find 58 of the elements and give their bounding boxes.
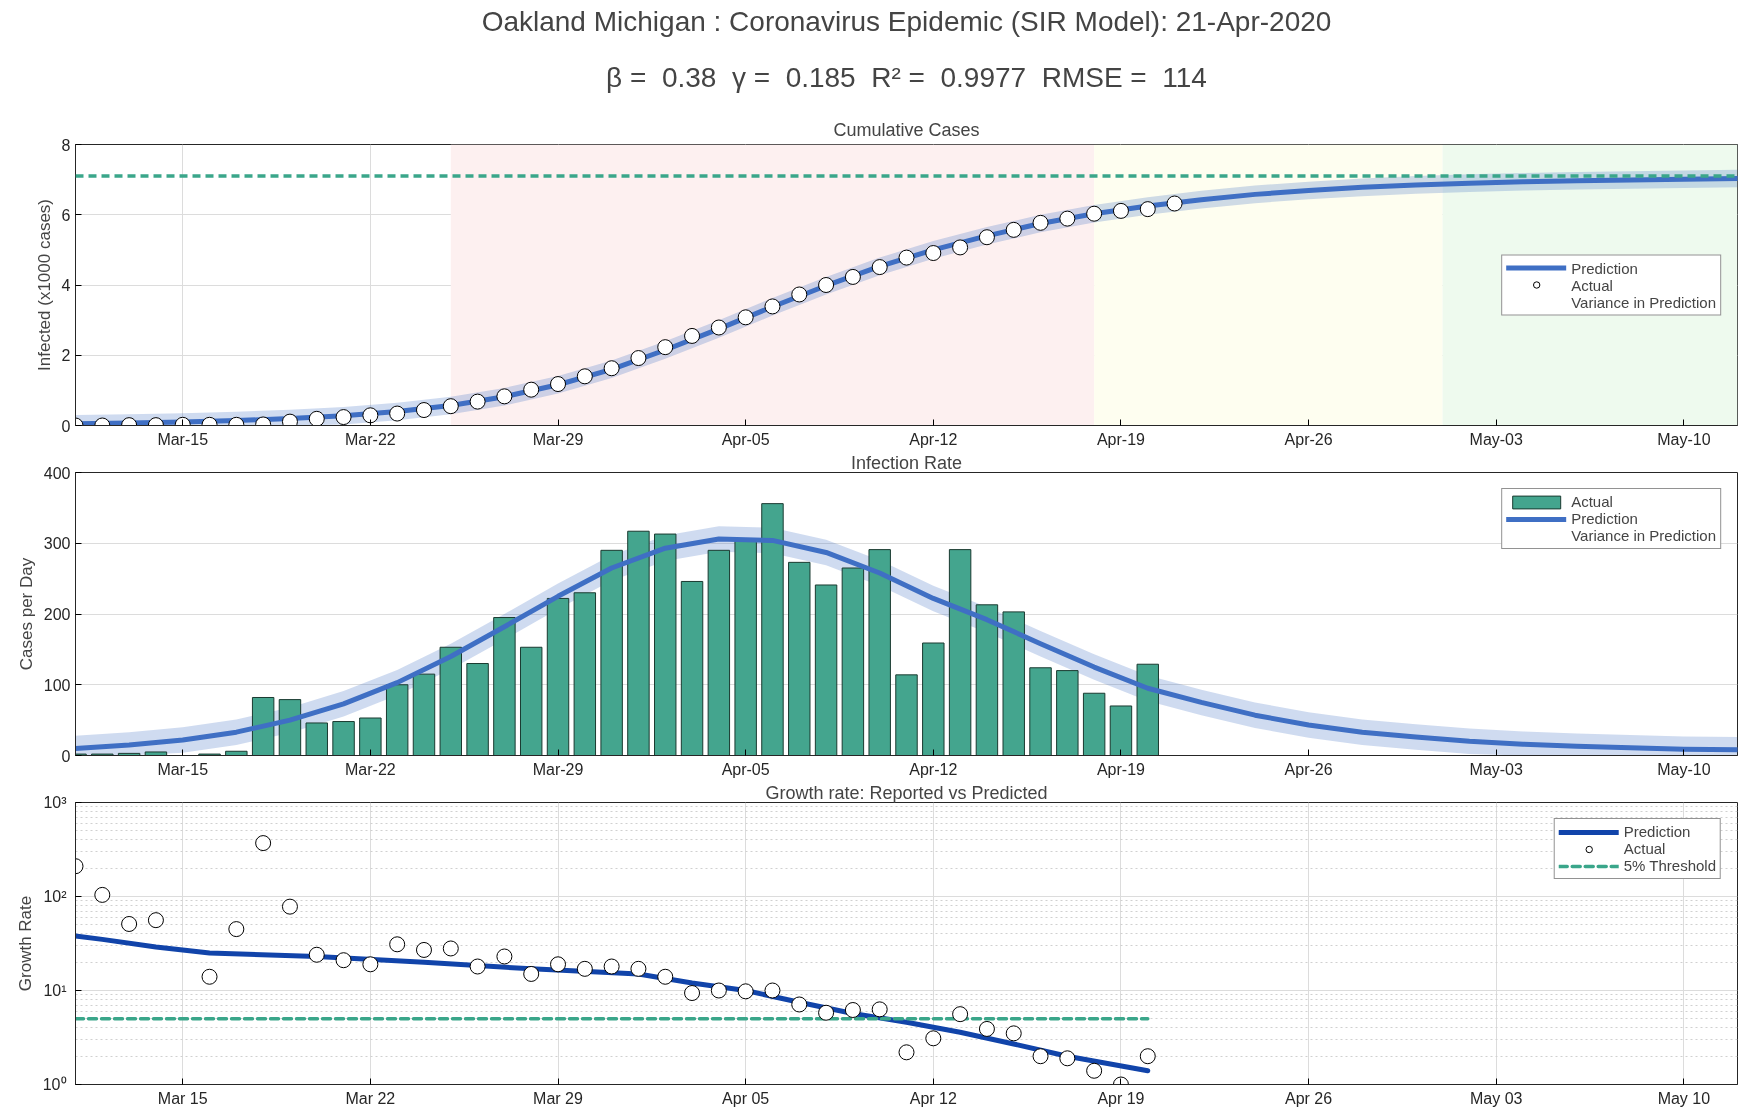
y-axis-title: Cases per Day (16, 557, 36, 671)
y-axis-title: Infected (x1000 cases) (34, 199, 54, 371)
y-tick-label: 2 (61, 347, 71, 365)
x-tick-label: May 10 (1657, 1089, 1711, 1107)
legend-label: Prediction (1571, 510, 1638, 527)
y-axis-title: Growth Rate (15, 895, 35, 992)
x-tick-label: Apr-05 (721, 760, 770, 778)
x-tick-label: Mar 29 (533, 1089, 584, 1107)
x-tick-label: Apr 26 (1285, 1089, 1333, 1107)
x-tick-label: Mar 15 (157, 1089, 208, 1107)
x-tick-label: May-10 (1657, 760, 1711, 778)
x-tick-label: May-03 (1469, 760, 1524, 778)
chart-subtitle: β = 0.38 γ = 0.185 R² = 0.9977 RMSE = 114 (606, 61, 1207, 93)
y-tick-label: 6 (61, 206, 71, 224)
x-tick-label: Mar-15 (157, 760, 209, 778)
y-tick-label: 0 (61, 417, 71, 435)
x-tick-label: Mar-22 (345, 760, 396, 778)
x-tick-label: Apr-19 (1096, 760, 1146, 778)
y-tick-label: 300 (43, 535, 71, 553)
x-tick-label: Apr 19 (1097, 1089, 1145, 1107)
chart-title: Infection Rate (850, 452, 963, 473)
annotation: Variance in Prediction (1571, 293, 1716, 310)
x-tick-label: Apr 12 (909, 1089, 957, 1107)
x-tick-label: Apr-12 (909, 760, 958, 778)
x-tick-label: Mar-29 (532, 760, 584, 778)
x-tick-label: May-03 (1469, 430, 1524, 448)
chart-title: Growth rate: Reported vs Predicted (765, 782, 1048, 803)
y-tick-label: 100 (43, 676, 71, 694)
y-tick-label: 10⁰ (42, 1076, 67, 1093)
y-tick-label: 10³ (43, 794, 68, 811)
y-tick-label: 400 (43, 464, 71, 482)
x-tick-label: Mar-22 (345, 430, 396, 448)
y-tick-label: 0 (61, 747, 71, 765)
x-tick-label: May 03 (1470, 1089, 1523, 1107)
x-tick-label: Apr-19 (1096, 430, 1146, 448)
x-tick-label: Apr-05 (721, 430, 770, 448)
x-tick-label: Mar-15 (157, 430, 209, 448)
chart-title: Oakland Michigan : Coronavirus Epidemic (SIR Model): 21-Apr-2020 (481, 5, 1332, 37)
x-tick-label: Mar-29 (532, 430, 584, 448)
text: Cumulative Cases (833, 119, 980, 140)
legend-label: Actual (1571, 493, 1613, 510)
y-tick-label: 200 (43, 606, 71, 623)
x-tick-label: Mar 22 (345, 1089, 396, 1107)
annotation: Variance in Prediction (1571, 527, 1716, 544)
y-tick-label: 4 (61, 277, 71, 294)
legend-label: Actual (1571, 276, 1613, 293)
y-tick-label: 10¹ (43, 982, 67, 999)
x-tick-label: Apr 05 (722, 1089, 770, 1107)
y-tick-label: 10² (43, 888, 68, 905)
legend-label: Prediction (1623, 823, 1691, 840)
y-tick-label: 8 (61, 136, 71, 154)
legend-label: Prediction (1571, 259, 1638, 276)
x-tick-label: May-10 (1657, 430, 1711, 448)
x-tick-label: Apr-12 (909, 430, 958, 448)
x-tick-label: Apr-26 (1284, 430, 1333, 448)
legend-label: 5% Threshold (1623, 857, 1716, 874)
legend-label: Actual (1623, 840, 1666, 857)
x-tick-label: Apr-26 (1284, 760, 1333, 778)
